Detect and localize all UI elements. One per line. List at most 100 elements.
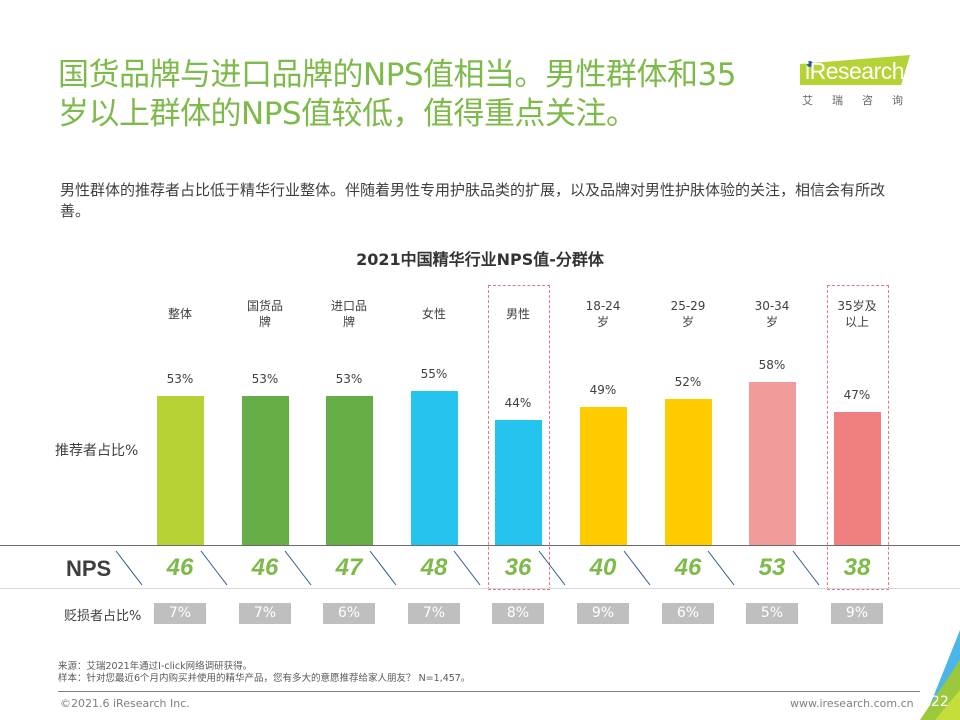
bar-value-label: 55% [420, 366, 448, 381]
detractor-value: 7% [408, 603, 460, 624]
bar-value-label: 53% [251, 371, 279, 386]
diagonal-divider [792, 550, 820, 586]
category-label: 进口品牌 [319, 298, 379, 330]
category-label-line: 30-34 [754, 299, 790, 313]
category-label-line: 牌 [342, 315, 355, 329]
bar [665, 398, 712, 545]
title-line-2: 岁以上群体的NPS值较低，值得重点关注。 [58, 96, 637, 132]
category-label: 男性 [488, 306, 548, 322]
bar-value-label: 58% [758, 358, 786, 373]
detractor-value: 9% [831, 603, 883, 624]
diagonal-divider-line [707, 550, 735, 586]
nps-value: 47 [335, 554, 363, 581]
category-label-line: 女性 [421, 307, 446, 321]
page-number: 22 [931, 694, 949, 710]
diagonal-divider [284, 550, 312, 586]
category-label-line: 岁 [765, 315, 778, 329]
bar [157, 395, 204, 545]
x-axis-baseline [0, 545, 960, 546]
corner-blue-shape [930, 630, 960, 705]
corner-lime-shape [935, 690, 960, 720]
footer-divider [58, 691, 920, 692]
diagonal-divider-line [792, 550, 820, 586]
category-label: 35岁及 以上 [827, 298, 887, 330]
sample-note: 样本：针对您最近6个月内购买并使用的精华产品，您有多大的意愿推荐给家人朋友？ N… [58, 673, 471, 684]
category-label-line: 整体 [167, 307, 192, 321]
detractor-value: 7% [239, 603, 291, 624]
nps-row-divider [0, 588, 960, 589]
detractor-value: 7% [154, 603, 206, 624]
category-label-line: 国货品 [246, 299, 283, 313]
bar-value-label: 47% [843, 388, 871, 403]
copyright: ©2021.6 iResearch Inc. [60, 697, 190, 710]
category-label: 25-29 岁 [658, 298, 718, 330]
logo-dot-icon [807, 61, 813, 67]
nps-value: 46 [251, 554, 279, 581]
diagonal-divider-line [115, 550, 143, 586]
nps-value: 46 [674, 554, 702, 581]
bar [495, 420, 542, 545]
category-label: 国货品牌 [235, 298, 295, 330]
diagonal-divider [707, 550, 735, 586]
iresearch-logo: iResearch 艾瑞咨询 [793, 50, 923, 110]
bar [749, 382, 796, 545]
promoter-row-label: 推荐者占比% [55, 443, 139, 459]
footnote: 来源：艾瑞2021年通过I-click网络调研获得。 样本：针对您最近6个月内购… [58, 661, 470, 685]
website-link[interactable]: www.iresearch.com.cn [790, 697, 914, 710]
bar [242, 395, 289, 545]
diagonal-divider-line [200, 550, 228, 586]
category-label-line: 牌 [258, 315, 271, 329]
diagonal-divider [538, 550, 566, 586]
logo-text: iResearch [805, 58, 905, 84]
nps-value: 53 [758, 554, 786, 581]
detractor-value: 6% [323, 603, 375, 624]
diagonal-divider [115, 550, 143, 586]
title-line-1: 国货品牌与进口品牌的NPS值相当。男性群体和35 [58, 57, 737, 93]
category-label-line: 25-29 [670, 299, 706, 313]
category-label-line: 男性 [505, 307, 530, 321]
highlight-box [488, 285, 550, 590]
bar-value-label: 49% [589, 382, 617, 397]
category-label-line: 岁 [681, 315, 694, 329]
diagonal-divider [369, 550, 397, 586]
logo-chinese-text: 艾瑞咨询 [802, 94, 922, 107]
category-label-line: 18-24 [585, 299, 621, 313]
diagonal-divider-line [623, 550, 651, 586]
category-label: 30-34 岁 [742, 298, 802, 330]
chart-title: 2021中国精华行业NPS值-分群体 [356, 250, 604, 269]
detractor-value: 6% [662, 603, 714, 624]
diagonal-divider [453, 550, 481, 586]
category-label-line: 进口品 [330, 299, 367, 313]
bar-value-label: 53% [166, 371, 194, 386]
nps-value: 48 [420, 554, 448, 581]
category-label-line: 以上 [844, 315, 869, 329]
corner-decoration [920, 630, 960, 720]
nps-value: 40 [589, 554, 617, 581]
category-label-line: 岁 [596, 315, 609, 329]
diagonal-divider [623, 550, 651, 586]
category-label: 18-24 岁 [573, 298, 633, 330]
bar [411, 390, 458, 545]
detractor-value: 8% [492, 603, 544, 624]
nps-value: 38 [843, 554, 871, 581]
source-note: 来源：艾瑞2021年通过I-click网络调研获得。 [58, 661, 253, 672]
bar-value-label: 52% [674, 374, 702, 389]
bar [834, 412, 881, 545]
bar-value-label: 53% [335, 371, 363, 386]
nps-row-label: NPS [66, 556, 112, 581]
diagonal-divider-line [538, 550, 566, 586]
category-label: 整体 [150, 306, 210, 322]
detractor-value: 5% [746, 603, 798, 624]
diagonal-divider-line [284, 550, 312, 586]
page-title: 国货品牌与进口品牌的NPS值相当。男性群体和35 岁以上群体的NPS值较低，值得… [58, 56, 798, 134]
detractor-row-label: 贬损者占比% [64, 609, 142, 624]
nps-value: 46 [166, 554, 194, 581]
bar [580, 406, 627, 545]
detractor-value: 9% [577, 603, 629, 624]
bar-value-label: 44% [504, 396, 532, 411]
bar [326, 395, 373, 545]
nps-value: 36 [504, 554, 532, 581]
highlight-box [827, 285, 889, 590]
diagonal-divider-line [369, 550, 397, 586]
diagonal-divider [200, 550, 228, 586]
